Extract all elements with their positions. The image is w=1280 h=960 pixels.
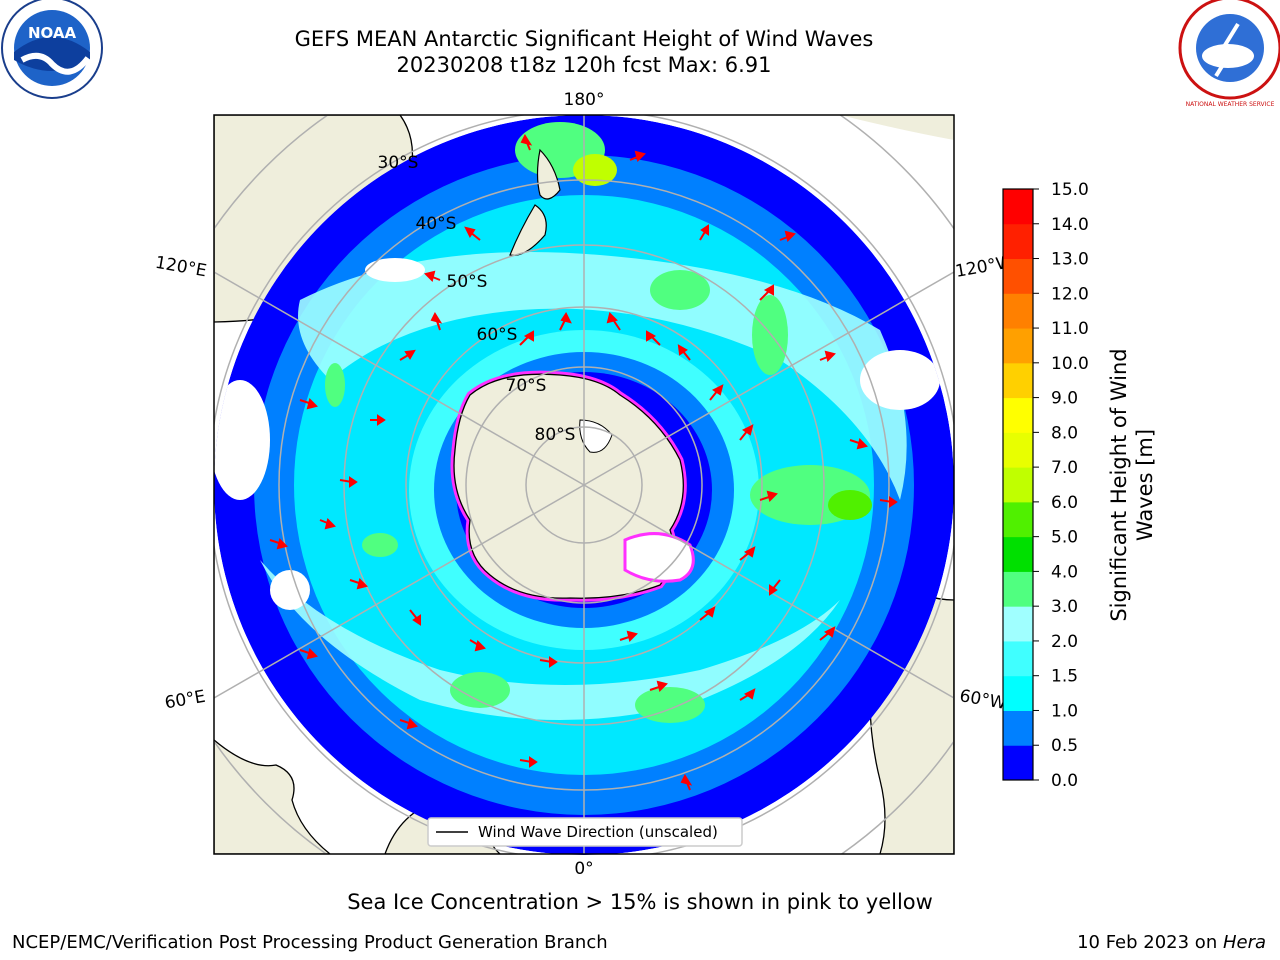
colorbar-segment — [1003, 293, 1033, 329]
lat-label-50s: 50°S — [447, 272, 488, 292]
colorbar-segment — [1003, 189, 1033, 225]
lon-label-0: 0° — [574, 859, 593, 879]
colorbar-segment — [1003, 745, 1033, 781]
lat-label-30s: 30°S — [378, 153, 419, 173]
chart-title: GEFS MEAN Antarctic Significant Height o… — [294, 27, 874, 51]
colorbar-label-line1: Significant Height of Wind — [1107, 348, 1131, 621]
colorbar-tick-label: 14.0 — [1051, 215, 1089, 235]
new-zealand — [536, 148, 561, 200]
colorbar-tick-label: 9.0 — [1051, 389, 1078, 409]
lat-label-60s: 60°S — [477, 325, 518, 345]
colorbar-segment — [1003, 432, 1033, 468]
colorbar-tick-label: 1.5 — [1051, 667, 1078, 687]
colorbar-segment — [1003, 606, 1033, 642]
lat-label-80s: 80°S — [535, 425, 576, 445]
colorbar-segment — [1003, 710, 1033, 746]
colorbar-segment — [1003, 501, 1033, 538]
colorbar-tick-label: 1.0 — [1051, 701, 1078, 721]
colorbar-tick-label: 15.0 — [1051, 180, 1089, 200]
lon-label-60e: 60°E — [163, 687, 207, 714]
wind-direction-arrows — [269, 133, 898, 791]
colorbar-segment — [1003, 328, 1033, 364]
graticule — [214, 115, 954, 854]
lon-label-180: 180° — [564, 90, 605, 110]
colorbar-tick-label: 6.0 — [1051, 493, 1078, 513]
colorbar-segment — [1003, 571, 1033, 607]
footer-credit: NCEP/EMC/Verification Post Processing Pr… — [12, 932, 608, 953]
colorbar-border — [1002, 188, 1034, 781]
colorbar-segment — [1003, 397, 1033, 433]
nws-logo-text: NATIONAL WEATHER SERVICE — [1186, 101, 1275, 108]
colorbar-tick-label: 5.0 — [1051, 528, 1078, 548]
colorbar-tick-label: 11.0 — [1051, 319, 1089, 339]
colorbar-tick-label: 12.0 — [1051, 284, 1089, 304]
colorbar-tick-label: 7.0 — [1051, 458, 1078, 478]
colorbar-tick-label: 2.0 — [1051, 632, 1078, 652]
colorbar: 0.0 0.5 1.0 1.5 2.0 3.0 4.0 5.0 6.0 7.0 8.0 9.0 10.0… — [1002, 180, 1089, 791]
colorbar-segment — [1003, 467, 1033, 503]
colorbar-tick-label: 8.0 — [1051, 423, 1078, 443]
lon-label-60w: 60°W — [958, 686, 1008, 714]
noaa-logo-text: NOAA — [28, 24, 77, 42]
colorbar-tick-label: 0.5 — [1051, 736, 1078, 756]
footer-date: 10 Feb 2023 on Hera — [1077, 932, 1266, 953]
legend-label: Wind Wave Direction (unscaled) — [478, 823, 718, 841]
sea-ice-caption: Sea Ice Concentration > 15% is shown in … — [347, 890, 933, 914]
colorbar-tick-label: 13.0 — [1051, 250, 1089, 270]
colorbar-segment — [1003, 223, 1033, 260]
lon-label-120e: 120°E — [154, 253, 208, 282]
colorbar-tick-label: 0.0 — [1051, 771, 1078, 791]
map-frame — [213, 114, 955, 855]
colorbar-segment — [1003, 536, 1033, 572]
colorbar-tick-label: 3.0 — [1051, 597, 1078, 617]
nws-logo: NATIONAL WEATHER SERVICE — [1178, 0, 1280, 108]
colorbar-label-line2: Waves [m] — [1133, 429, 1157, 541]
colorbar-tick-label: 4.0 — [1051, 562, 1078, 582]
noaa-logo: NOAA — [1, 0, 103, 99]
colorbar-segment — [1003, 362, 1033, 399]
colorbar-segment — [1003, 640, 1033, 677]
lat-label-40s: 40°S — [416, 214, 457, 234]
colorbar-segment — [1003, 258, 1033, 294]
lat-label-70s: 70°S — [506, 376, 547, 396]
antarctica — [450, 370, 695, 602]
footer-host: Hera — [1222, 932, 1266, 953]
map-legend: Wind Wave Direction (unscaled) — [427, 817, 743, 847]
colorbar-segment — [1003, 675, 1033, 711]
chart-subtitle: 20230208 t18z 120h fcst Max: 6.91 — [396, 53, 772, 77]
colorbar-tick-label: 10.0 — [1051, 354, 1089, 374]
